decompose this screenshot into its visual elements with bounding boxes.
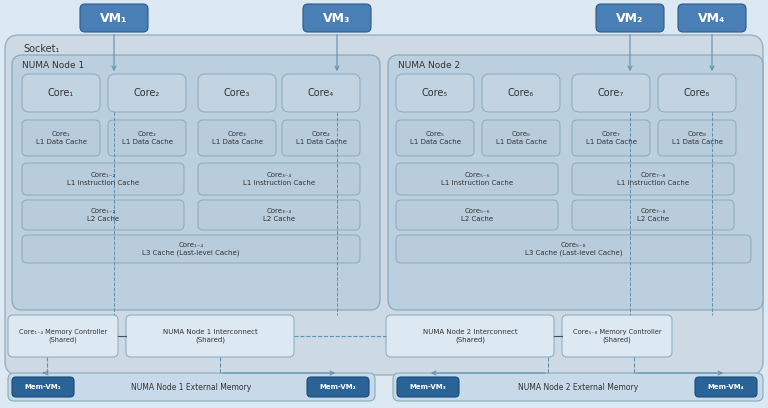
FancyBboxPatch shape bbox=[695, 377, 757, 397]
FancyBboxPatch shape bbox=[396, 74, 474, 112]
Text: VM₁: VM₁ bbox=[101, 11, 127, 24]
FancyBboxPatch shape bbox=[22, 163, 184, 195]
Text: Core₆: Core₆ bbox=[508, 88, 534, 98]
Text: Mem-VM₂: Mem-VM₂ bbox=[319, 384, 356, 390]
FancyBboxPatch shape bbox=[12, 55, 380, 310]
Text: Core₅: Core₅ bbox=[422, 88, 448, 98]
Text: Core₅₋₈
L3 Cache (Last-level Cache): Core₅₋₈ L3 Cache (Last-level Cache) bbox=[525, 242, 622, 256]
Text: Core₂: Core₂ bbox=[134, 88, 160, 98]
FancyBboxPatch shape bbox=[658, 74, 736, 112]
Text: Core₇₋₈
L1 Instruction Cache: Core₇₋₈ L1 Instruction Cache bbox=[617, 172, 689, 186]
Text: Core₅₋₆
L1 Instruction Cache: Core₅₋₆ L1 Instruction Cache bbox=[441, 172, 513, 186]
FancyBboxPatch shape bbox=[198, 200, 360, 230]
FancyBboxPatch shape bbox=[303, 4, 371, 32]
FancyBboxPatch shape bbox=[396, 200, 558, 230]
FancyBboxPatch shape bbox=[572, 163, 734, 195]
FancyBboxPatch shape bbox=[396, 235, 751, 263]
FancyBboxPatch shape bbox=[8, 315, 118, 357]
Text: Core₃
L1 Data Cache: Core₃ L1 Data Cache bbox=[211, 131, 263, 145]
Text: Core₃₋₄
L2 Cache: Core₃₋₄ L2 Cache bbox=[263, 208, 295, 222]
Text: VM₃: VM₃ bbox=[323, 11, 351, 24]
FancyBboxPatch shape bbox=[386, 315, 554, 357]
Text: Mem-VM₄: Mem-VM₄ bbox=[707, 384, 744, 390]
FancyBboxPatch shape bbox=[198, 120, 276, 156]
FancyBboxPatch shape bbox=[482, 74, 560, 112]
Text: Core₃₋₄
L1 Instruction Cache: Core₃₋₄ L1 Instruction Cache bbox=[243, 172, 315, 186]
FancyBboxPatch shape bbox=[572, 200, 734, 230]
FancyBboxPatch shape bbox=[8, 373, 375, 401]
FancyBboxPatch shape bbox=[572, 74, 650, 112]
FancyBboxPatch shape bbox=[22, 120, 100, 156]
Text: NUMA Node 2 External Memory: NUMA Node 2 External Memory bbox=[518, 383, 638, 392]
Text: Core₇₋₈
L2 Cache: Core₇₋₈ L2 Cache bbox=[637, 208, 669, 222]
FancyBboxPatch shape bbox=[198, 163, 360, 195]
Text: Core₈
L1 Data Cache: Core₈ L1 Data Cache bbox=[671, 131, 723, 145]
Text: NUMA Node 1 Interconnect
(Shared): NUMA Node 1 Interconnect (Shared) bbox=[163, 329, 257, 343]
FancyBboxPatch shape bbox=[307, 377, 369, 397]
Text: Mem-VM₃: Mem-VM₃ bbox=[409, 384, 446, 390]
Text: NUMA Node 1: NUMA Node 1 bbox=[22, 60, 84, 69]
FancyBboxPatch shape bbox=[596, 4, 664, 32]
Text: Mem-VM₁: Mem-VM₁ bbox=[25, 384, 61, 390]
Text: Core₁₋₄ Memory Controller
(Shared): Core₁₋₄ Memory Controller (Shared) bbox=[19, 329, 107, 343]
FancyBboxPatch shape bbox=[22, 235, 360, 263]
Text: Core₆
L1 Data Cache: Core₆ L1 Data Cache bbox=[495, 131, 547, 145]
Text: NUMA Node 2 Interconnect
(Shared): NUMA Node 2 Interconnect (Shared) bbox=[422, 329, 518, 343]
Text: Core₁: Core₁ bbox=[48, 88, 74, 98]
Text: Socket₁: Socket₁ bbox=[23, 44, 59, 54]
FancyBboxPatch shape bbox=[12, 377, 74, 397]
Text: VM₂: VM₂ bbox=[616, 11, 644, 24]
Text: Core₃: Core₃ bbox=[223, 88, 250, 98]
FancyBboxPatch shape bbox=[562, 315, 672, 357]
Text: Core₁
L1 Data Cache: Core₁ L1 Data Cache bbox=[35, 131, 87, 145]
FancyBboxPatch shape bbox=[108, 74, 186, 112]
FancyBboxPatch shape bbox=[282, 120, 360, 156]
Text: Core₅₋₈ Memory Controller
(Shared): Core₅₋₈ Memory Controller (Shared) bbox=[573, 329, 661, 343]
Text: VM₄: VM₄ bbox=[698, 11, 726, 24]
Text: Core₈: Core₈ bbox=[684, 88, 710, 98]
Text: Core₇
L1 Data Cache: Core₇ L1 Data Cache bbox=[585, 131, 637, 145]
Text: NUMA Node 1 External Memory: NUMA Node 1 External Memory bbox=[131, 383, 252, 392]
FancyBboxPatch shape bbox=[22, 74, 100, 112]
FancyBboxPatch shape bbox=[282, 74, 360, 112]
FancyBboxPatch shape bbox=[80, 4, 148, 32]
FancyBboxPatch shape bbox=[198, 74, 276, 112]
FancyBboxPatch shape bbox=[658, 120, 736, 156]
Text: Core₁₋₂
L1 Instruction Cache: Core₁₋₂ L1 Instruction Cache bbox=[67, 172, 139, 186]
Text: Core₁₋₂
L2 Cache: Core₁₋₂ L2 Cache bbox=[87, 208, 119, 222]
Text: Core₄
L1 Data Cache: Core₄ L1 Data Cache bbox=[296, 131, 346, 145]
FancyBboxPatch shape bbox=[388, 55, 763, 310]
Text: Core₄: Core₄ bbox=[308, 88, 334, 98]
Text: Core₁₋₄
L3 Cache (Last-level Cache): Core₁₋₄ L3 Cache (Last-level Cache) bbox=[142, 242, 240, 256]
FancyBboxPatch shape bbox=[482, 120, 560, 156]
FancyBboxPatch shape bbox=[397, 377, 459, 397]
FancyBboxPatch shape bbox=[22, 200, 184, 230]
Text: Core₅
L1 Data Cache: Core₅ L1 Data Cache bbox=[409, 131, 461, 145]
Text: Core₇: Core₇ bbox=[598, 88, 624, 98]
FancyBboxPatch shape bbox=[572, 120, 650, 156]
FancyBboxPatch shape bbox=[393, 373, 763, 401]
FancyBboxPatch shape bbox=[396, 163, 558, 195]
FancyBboxPatch shape bbox=[678, 4, 746, 32]
FancyBboxPatch shape bbox=[5, 35, 763, 375]
Text: Core₂
L1 Data Cache: Core₂ L1 Data Cache bbox=[121, 131, 173, 145]
Text: Core₅₋₆
L2 Cache: Core₅₋₆ L2 Cache bbox=[461, 208, 493, 222]
FancyBboxPatch shape bbox=[396, 120, 474, 156]
FancyBboxPatch shape bbox=[108, 120, 186, 156]
FancyBboxPatch shape bbox=[126, 315, 294, 357]
Text: NUMA Node 2: NUMA Node 2 bbox=[398, 60, 460, 69]
